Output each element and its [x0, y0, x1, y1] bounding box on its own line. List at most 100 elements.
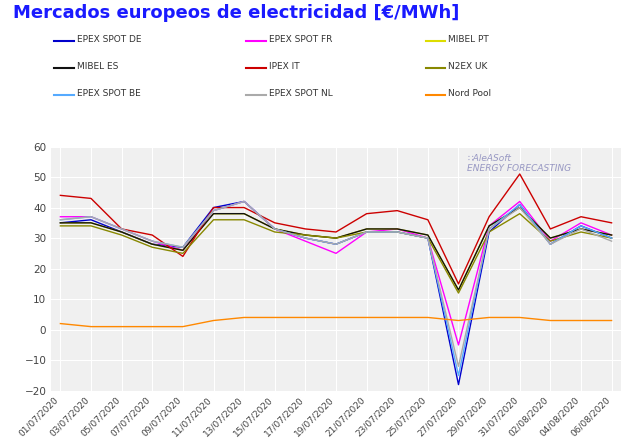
IPEX IT: [516, 171, 524, 177]
N2EX UK: [485, 229, 493, 234]
EPEX SPOT NL: [210, 208, 218, 213]
EPEX SPOT BE: [577, 223, 585, 229]
N2EX UK: [301, 232, 309, 238]
EPEX SPOT NL: [56, 217, 64, 222]
IPEX IT: [424, 217, 432, 222]
Nord Pool: [118, 324, 125, 329]
Text: Mercados europeos de electricidad [€/MWh]: Mercados europeos de electricidad [€/MWh…: [13, 4, 459, 23]
EPEX SPOT DE: [547, 242, 554, 247]
Text: EPEX SPOT DE: EPEX SPOT DE: [77, 36, 141, 44]
MIBEL PT: [179, 248, 187, 253]
MIBEL PT: [424, 232, 432, 238]
EPEX SPOT FR: [301, 238, 309, 244]
EPEX SPOT DE: [148, 242, 156, 247]
Nord Pool: [547, 318, 554, 323]
EPEX SPOT NL: [179, 245, 187, 250]
EPEX SPOT NL: [547, 242, 554, 247]
MIBEL PT: [87, 220, 95, 226]
N2EX UK: [363, 229, 371, 234]
MIBEL PT: [271, 226, 278, 232]
IPEX IT: [87, 196, 95, 201]
Nord Pool: [56, 321, 64, 326]
N2EX UK: [547, 238, 554, 244]
IPEX IT: [363, 211, 371, 216]
N2EX UK: [424, 235, 432, 241]
MIBEL ES: [87, 220, 95, 226]
MIBEL ES: [608, 232, 616, 238]
EPEX SPOT BE: [87, 214, 95, 219]
EPEX SPOT BE: [118, 226, 125, 232]
N2EX UK: [179, 251, 187, 256]
EPEX SPOT BE: [56, 217, 64, 222]
IPEX IT: [332, 229, 340, 234]
EPEX SPOT DE: [210, 205, 218, 210]
Line: EPEX SPOT FR: EPEX SPOT FR: [60, 202, 612, 345]
Text: EPEX SPOT NL: EPEX SPOT NL: [269, 89, 333, 98]
N2EX UK: [454, 290, 462, 296]
Nord Pool: [363, 315, 371, 320]
Nord Pool: [148, 324, 156, 329]
IPEX IT: [301, 226, 309, 232]
Line: MIBEL PT: MIBEL PT: [60, 207, 612, 290]
EPEX SPOT NL: [271, 226, 278, 232]
EPEX SPOT DE: [424, 235, 432, 241]
EPEX SPOT FR: [179, 248, 187, 253]
N2EX UK: [240, 217, 248, 222]
EPEX SPOT DE: [240, 199, 248, 204]
IPEX IT: [577, 214, 585, 219]
MIBEL PT: [454, 287, 462, 293]
IPEX IT: [608, 220, 616, 226]
EPEX SPOT BE: [363, 229, 371, 234]
MIBEL PT: [210, 211, 218, 216]
EPEX SPOT DE: [56, 220, 64, 226]
MIBEL PT: [56, 220, 64, 226]
EPEX SPOT FR: [516, 199, 524, 204]
EPEX SPOT NL: [454, 364, 462, 369]
EPEX SPOT NL: [516, 205, 524, 210]
Nord Pool: [424, 315, 432, 320]
IPEX IT: [394, 208, 401, 213]
EPEX SPOT DE: [301, 235, 309, 241]
Line: EPEX SPOT DE: EPEX SPOT DE: [60, 202, 612, 385]
IPEX IT: [240, 205, 248, 210]
EPEX SPOT NL: [148, 238, 156, 244]
EPEX SPOT BE: [485, 226, 493, 232]
MIBEL PT: [240, 211, 248, 216]
EPEX SPOT NL: [363, 229, 371, 234]
MIBEL ES: [547, 235, 554, 241]
EPEX SPOT NL: [394, 229, 401, 234]
EPEX SPOT NL: [332, 242, 340, 247]
EPEX SPOT FR: [56, 214, 64, 219]
MIBEL PT: [516, 205, 524, 210]
EPEX SPOT NL: [87, 214, 95, 219]
EPEX SPOT FR: [271, 226, 278, 232]
EPEX SPOT BE: [424, 235, 432, 241]
Nord Pool: [394, 315, 401, 320]
IPEX IT: [271, 220, 278, 226]
EPEX SPOT NL: [608, 238, 616, 244]
EPEX SPOT FR: [394, 226, 401, 232]
IPEX IT: [179, 254, 187, 259]
EPEX SPOT FR: [577, 220, 585, 226]
N2EX UK: [148, 245, 156, 250]
MIBEL PT: [118, 229, 125, 234]
IPEX IT: [148, 232, 156, 238]
Nord Pool: [608, 318, 616, 323]
IPEX IT: [56, 193, 64, 198]
Nord Pool: [577, 318, 585, 323]
Nord Pool: [210, 318, 218, 323]
MIBEL PT: [394, 226, 401, 232]
Nord Pool: [240, 315, 248, 320]
N2EX UK: [56, 223, 64, 229]
EPEX SPOT BE: [210, 208, 218, 213]
EPEX SPOT FR: [240, 199, 248, 204]
Nord Pool: [179, 324, 187, 329]
IPEX IT: [485, 214, 493, 219]
EPEX SPOT NL: [301, 235, 309, 241]
N2EX UK: [87, 223, 95, 229]
MIBEL ES: [363, 226, 371, 232]
MIBEL ES: [56, 220, 64, 226]
Line: Nord Pool: Nord Pool: [60, 317, 612, 327]
EPEX SPOT DE: [118, 229, 125, 234]
MIBEL PT: [363, 226, 371, 232]
